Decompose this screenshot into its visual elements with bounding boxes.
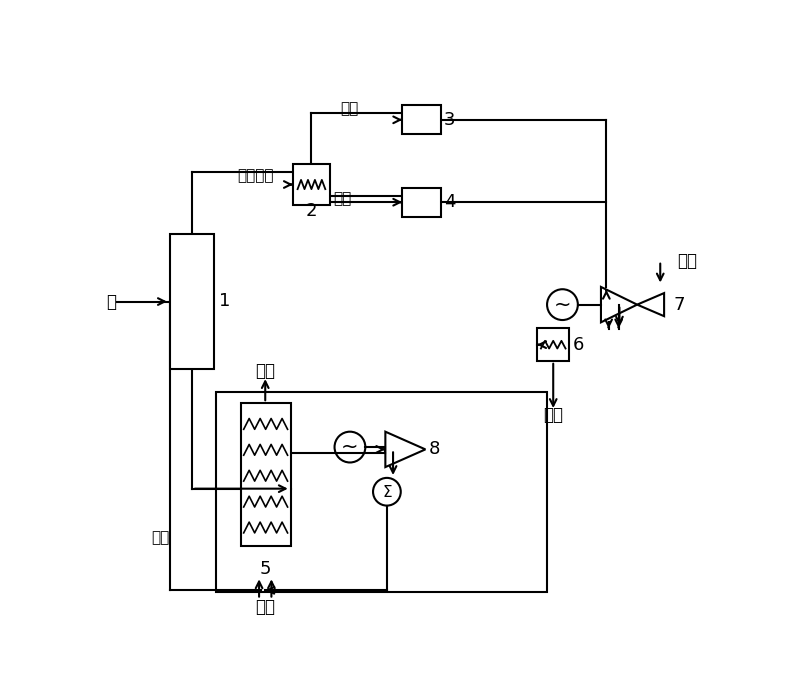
Text: 4: 4 <box>444 193 455 211</box>
Bar <box>402 187 441 217</box>
Text: ~: ~ <box>341 437 358 457</box>
Bar <box>170 233 214 369</box>
Text: $\Sigma$: $\Sigma$ <box>382 484 392 500</box>
Text: 5: 5 <box>259 560 271 578</box>
Bar <box>402 105 441 135</box>
Bar <box>216 392 547 592</box>
Text: 空气: 空气 <box>255 598 275 616</box>
Text: 6: 6 <box>574 336 585 353</box>
Text: 3: 3 <box>444 111 455 129</box>
Text: 烟气: 烟气 <box>255 362 275 380</box>
Text: 1: 1 <box>219 292 230 309</box>
Text: 8: 8 <box>430 441 441 459</box>
Text: 烟气: 烟气 <box>543 406 563 424</box>
Bar <box>241 403 290 546</box>
Bar <box>537 328 570 361</box>
Text: 液体: 液体 <box>333 192 351 206</box>
Text: ~: ~ <box>554 295 571 314</box>
Text: 2: 2 <box>306 201 317 220</box>
Text: 7: 7 <box>674 296 685 314</box>
Bar <box>293 164 330 204</box>
Text: 气体: 气体 <box>341 102 359 116</box>
Text: 半焦: 半焦 <box>151 530 170 546</box>
Text: 煤: 煤 <box>106 293 116 311</box>
Text: 空气: 空气 <box>677 252 698 270</box>
Text: 热解油气: 热解油气 <box>237 169 274 183</box>
